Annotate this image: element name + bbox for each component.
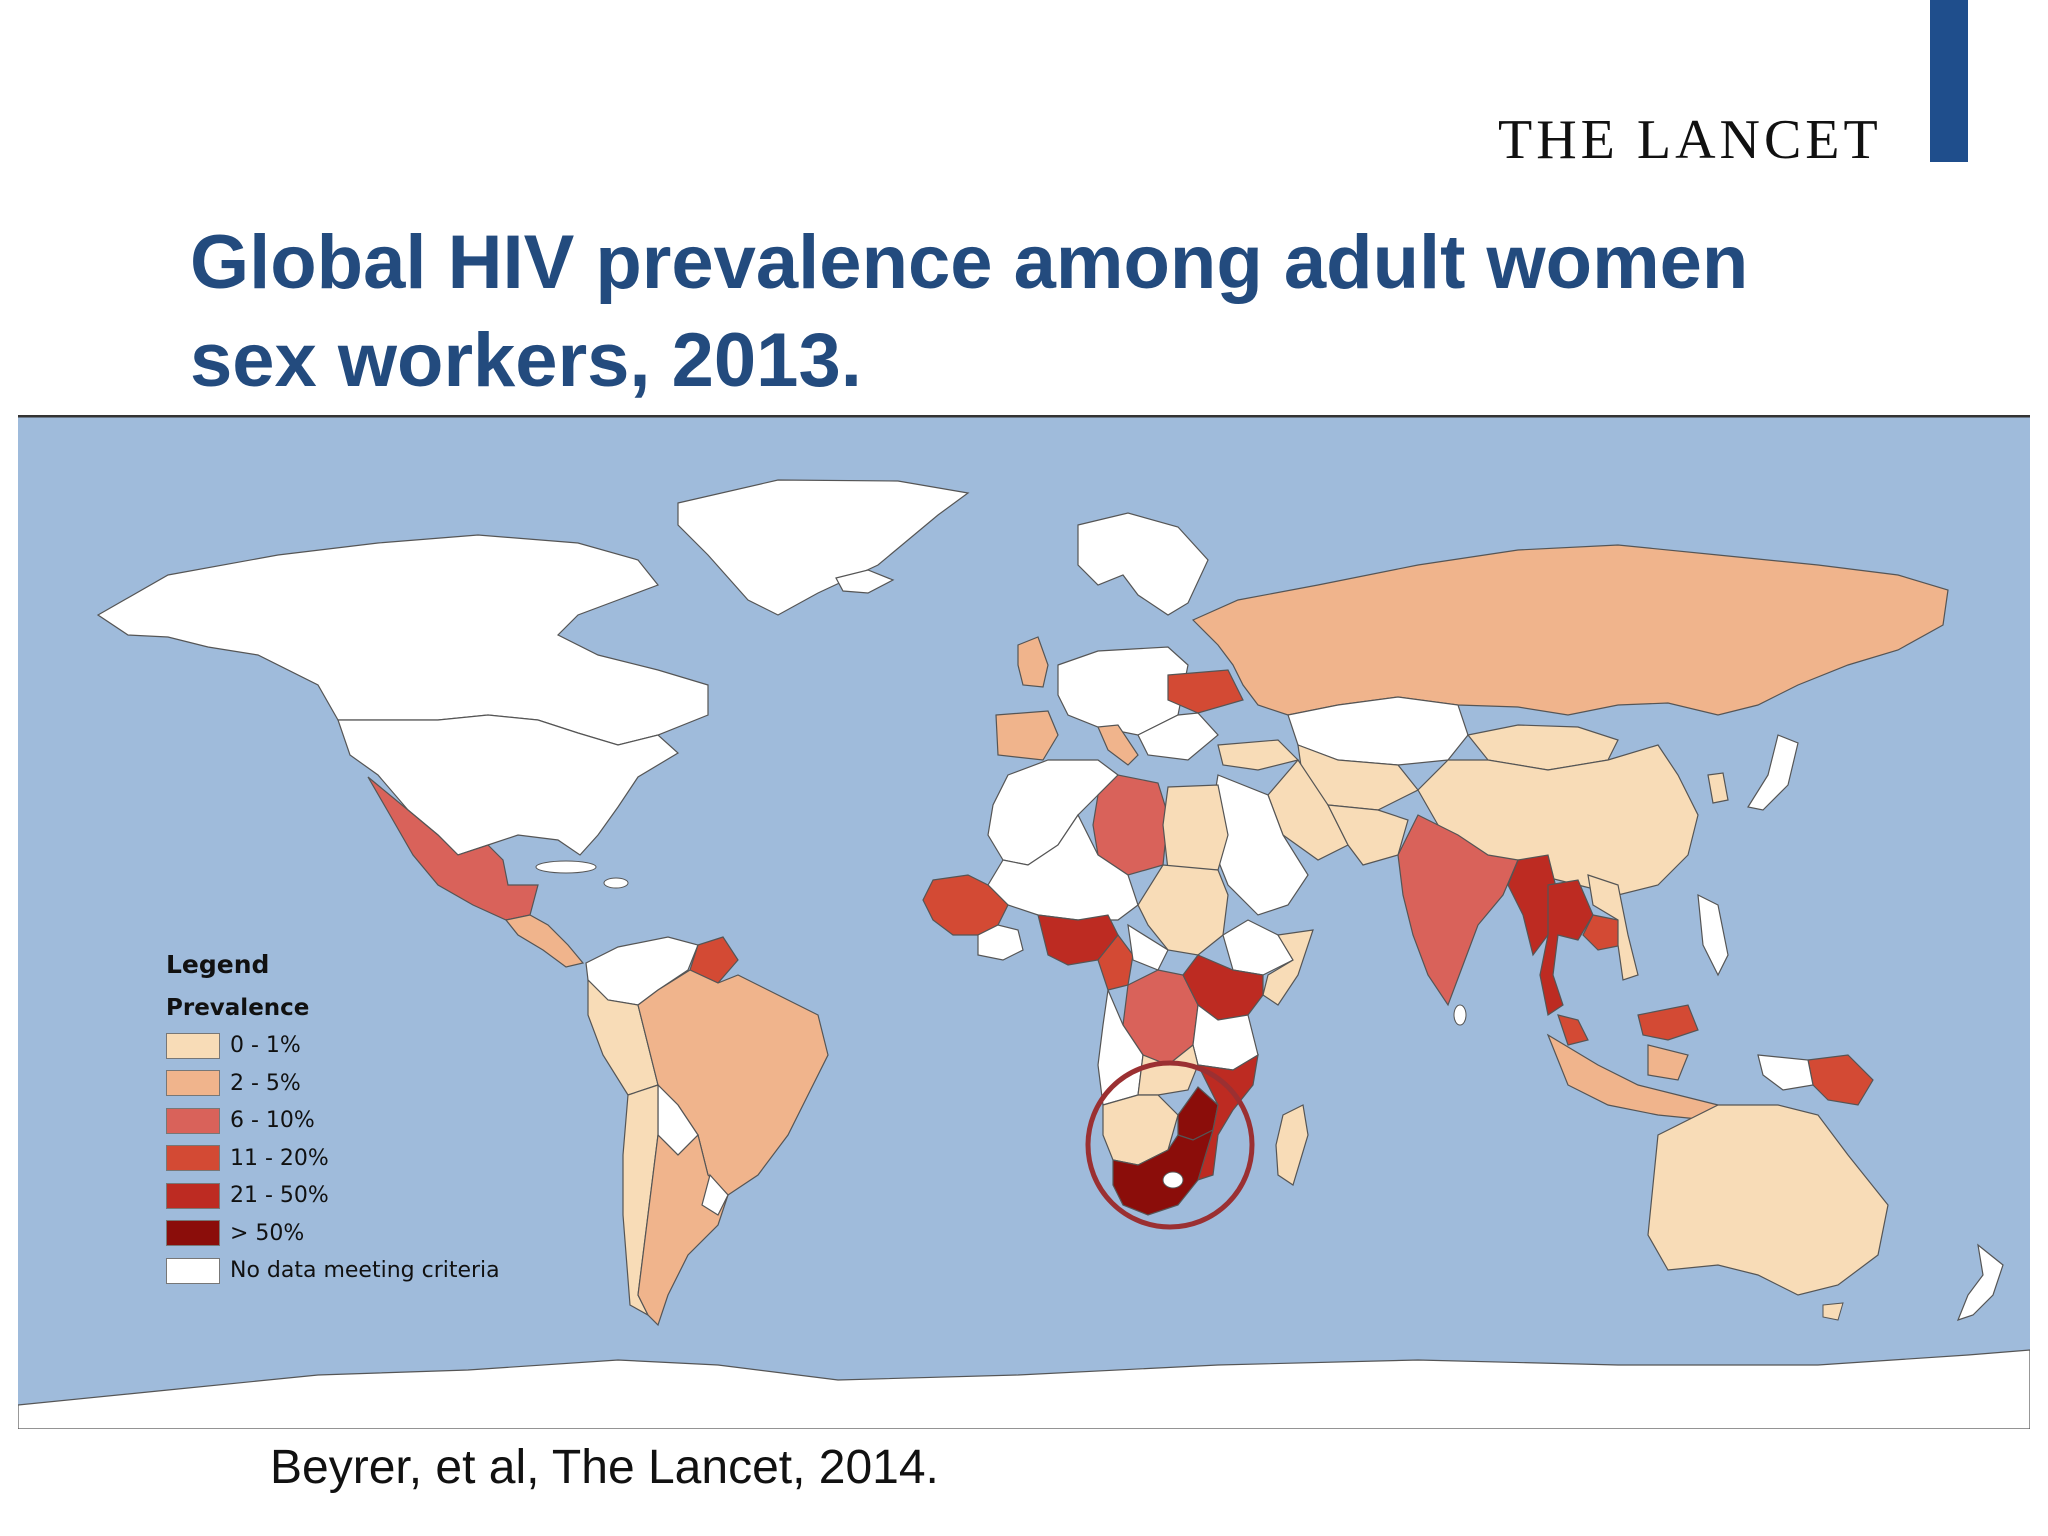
legend-title: Legend — [166, 950, 270, 979]
legend-swatch — [166, 1070, 220, 1097]
country-iberia — [995, 710, 1059, 761]
country-ukraine — [1167, 669, 1244, 714]
country-iceland — [835, 569, 895, 594]
legend-item: 11 - 20% — [166, 1140, 500, 1178]
region-eastern-europe — [1137, 712, 1219, 761]
country-sri-lanka — [1453, 1004, 1467, 1026]
country-japan — [1747, 734, 1799, 811]
country-somalia — [1262, 929, 1314, 1006]
legend-label: 6 - 10% — [230, 1108, 315, 1134]
country-cameroon — [1097, 934, 1134, 991]
legend-swatch — [166, 1220, 220, 1247]
legend-item: 21 - 50% — [166, 1177, 500, 1215]
country-turkey — [1217, 739, 1300, 771]
world-map — [18, 415, 2030, 1429]
island-cuba — [535, 860, 597, 874]
country-guyanas — [689, 936, 739, 984]
region-scandinavia — [1077, 512, 1209, 616]
citation: Beyrer, et al, The Lancet, 2014. — [270, 1441, 939, 1494]
legend-swatch — [166, 1145, 220, 1172]
legend-label: 11 - 20% — [230, 1145, 329, 1171]
legend-item: 2 - 5% — [166, 1065, 500, 1103]
country-madagascar — [1275, 1104, 1309, 1186]
brand-accent-bar — [1930, 0, 1968, 162]
country-uruguay — [701, 1173, 729, 1216]
country-india — [1397, 814, 1519, 1007]
country-egypt — [1162, 784, 1229, 871]
legend-swatch — [166, 1107, 220, 1134]
region-new-guinea-west — [1757, 1054, 1814, 1091]
country-mexico — [367, 776, 539, 921]
country-italy — [1097, 724, 1139, 766]
legend-item: > 50% — [166, 1215, 500, 1253]
country-myanmar — [1507, 854, 1559, 957]
country-korea — [1707, 772, 1729, 804]
legend-subtitle: Prevalence — [166, 995, 310, 1021]
legend-item: 6 - 10% — [166, 1102, 500, 1140]
country-russia — [1191, 544, 1949, 716]
island-hispaniola — [603, 877, 629, 889]
country-thailand — [1539, 879, 1594, 1016]
country-argentina — [637, 1133, 729, 1327]
country-australia — [1647, 1104, 1889, 1296]
country-lesotho — [1162, 1171, 1184, 1189]
map-legend: Legend Prevalence 0 - 1% 2 - 5% 6 - 10% 11 … — [166, 950, 500, 1290]
country-tasmania — [1822, 1302, 1844, 1321]
legend-swatch — [166, 1257, 220, 1284]
southern-africa-highlight-circle — [1085, 1060, 1255, 1230]
country-mozambique — [1196, 1053, 1259, 1181]
country-malaysia — [1557, 1004, 1699, 1046]
slide-title: Global HIV prevalence among adult women … — [190, 220, 1749, 403]
legend-item: 0 - 1% — [166, 1027, 500, 1065]
legend-label: 0 - 1% — [230, 1033, 301, 1059]
legend-label: 2 - 5% — [230, 1070, 301, 1096]
legend-label: No data meeting criteria — [230, 1258, 500, 1284]
country-south-africa — [1112, 1128, 1214, 1216]
legend-items: 0 - 1% 2 - 5% 6 - 10% 11 - 20% 21 - 50% > 50%… — [166, 1027, 500, 1290]
country-uk — [1017, 636, 1049, 688]
country-cambodia — [1582, 914, 1624, 951]
country-philippines — [1697, 893, 1729, 977]
country-canada — [96, 534, 709, 746]
journal-logo: THE LANCET — [1498, 109, 1882, 171]
region-antarctica — [18, 1349, 2030, 1429]
country-cote-divoire-ghana — [977, 924, 1024, 961]
legend-swatch — [166, 1032, 220, 1059]
legend-label: 21 - 50% — [230, 1183, 329, 1209]
legend-swatch — [166, 1182, 220, 1209]
country-new-zealand — [1956, 1243, 2004, 1321]
country-vietnam — [1587, 874, 1639, 981]
legend-item: No data meeting criteria — [166, 1252, 500, 1290]
legend-label: > 50% — [230, 1220, 305, 1246]
region-central-america — [504, 914, 585, 968]
